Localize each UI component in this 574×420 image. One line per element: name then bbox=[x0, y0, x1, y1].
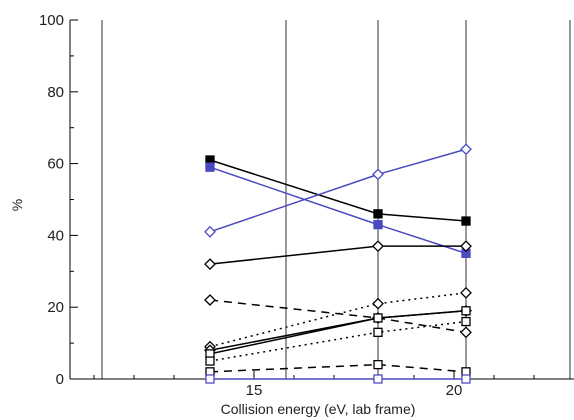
series-11-point-2 bbox=[374, 375, 382, 383]
x-tick-label-15: 15 bbox=[246, 382, 263, 399]
series-10-point-2 bbox=[374, 361, 382, 369]
y-tick-label-80: 80 bbox=[47, 84, 64, 101]
y-tick-label-40: 40 bbox=[47, 227, 64, 244]
series-9-point-2 bbox=[374, 328, 382, 336]
series-1-point-2 bbox=[374, 210, 382, 218]
series-1-point-3 bbox=[462, 217, 470, 225]
series-8-point-2 bbox=[374, 314, 382, 322]
series-2-point-1 bbox=[206, 163, 214, 171]
y-tick-label-0: 0 bbox=[56, 371, 64, 388]
y-tick-label-60: 60 bbox=[47, 156, 64, 173]
x-axis-label: Collision energy (eV, lab frame) bbox=[221, 401, 416, 417]
x-tick-label-20: 20 bbox=[446, 382, 463, 399]
series-9-point-3 bbox=[462, 318, 470, 326]
plot-area bbox=[70, 20, 574, 379]
y-tick-label-100: 100 bbox=[39, 12, 64, 29]
y-tick-label-20: 20 bbox=[47, 299, 64, 316]
series-11-point-1 bbox=[206, 375, 214, 383]
series-11-point-3 bbox=[462, 375, 470, 383]
series-9-point-1 bbox=[206, 357, 214, 365]
series-8-point-3 bbox=[462, 307, 470, 315]
series-2-point-2 bbox=[374, 221, 382, 229]
y-axis-label: % bbox=[9, 199, 25, 211]
